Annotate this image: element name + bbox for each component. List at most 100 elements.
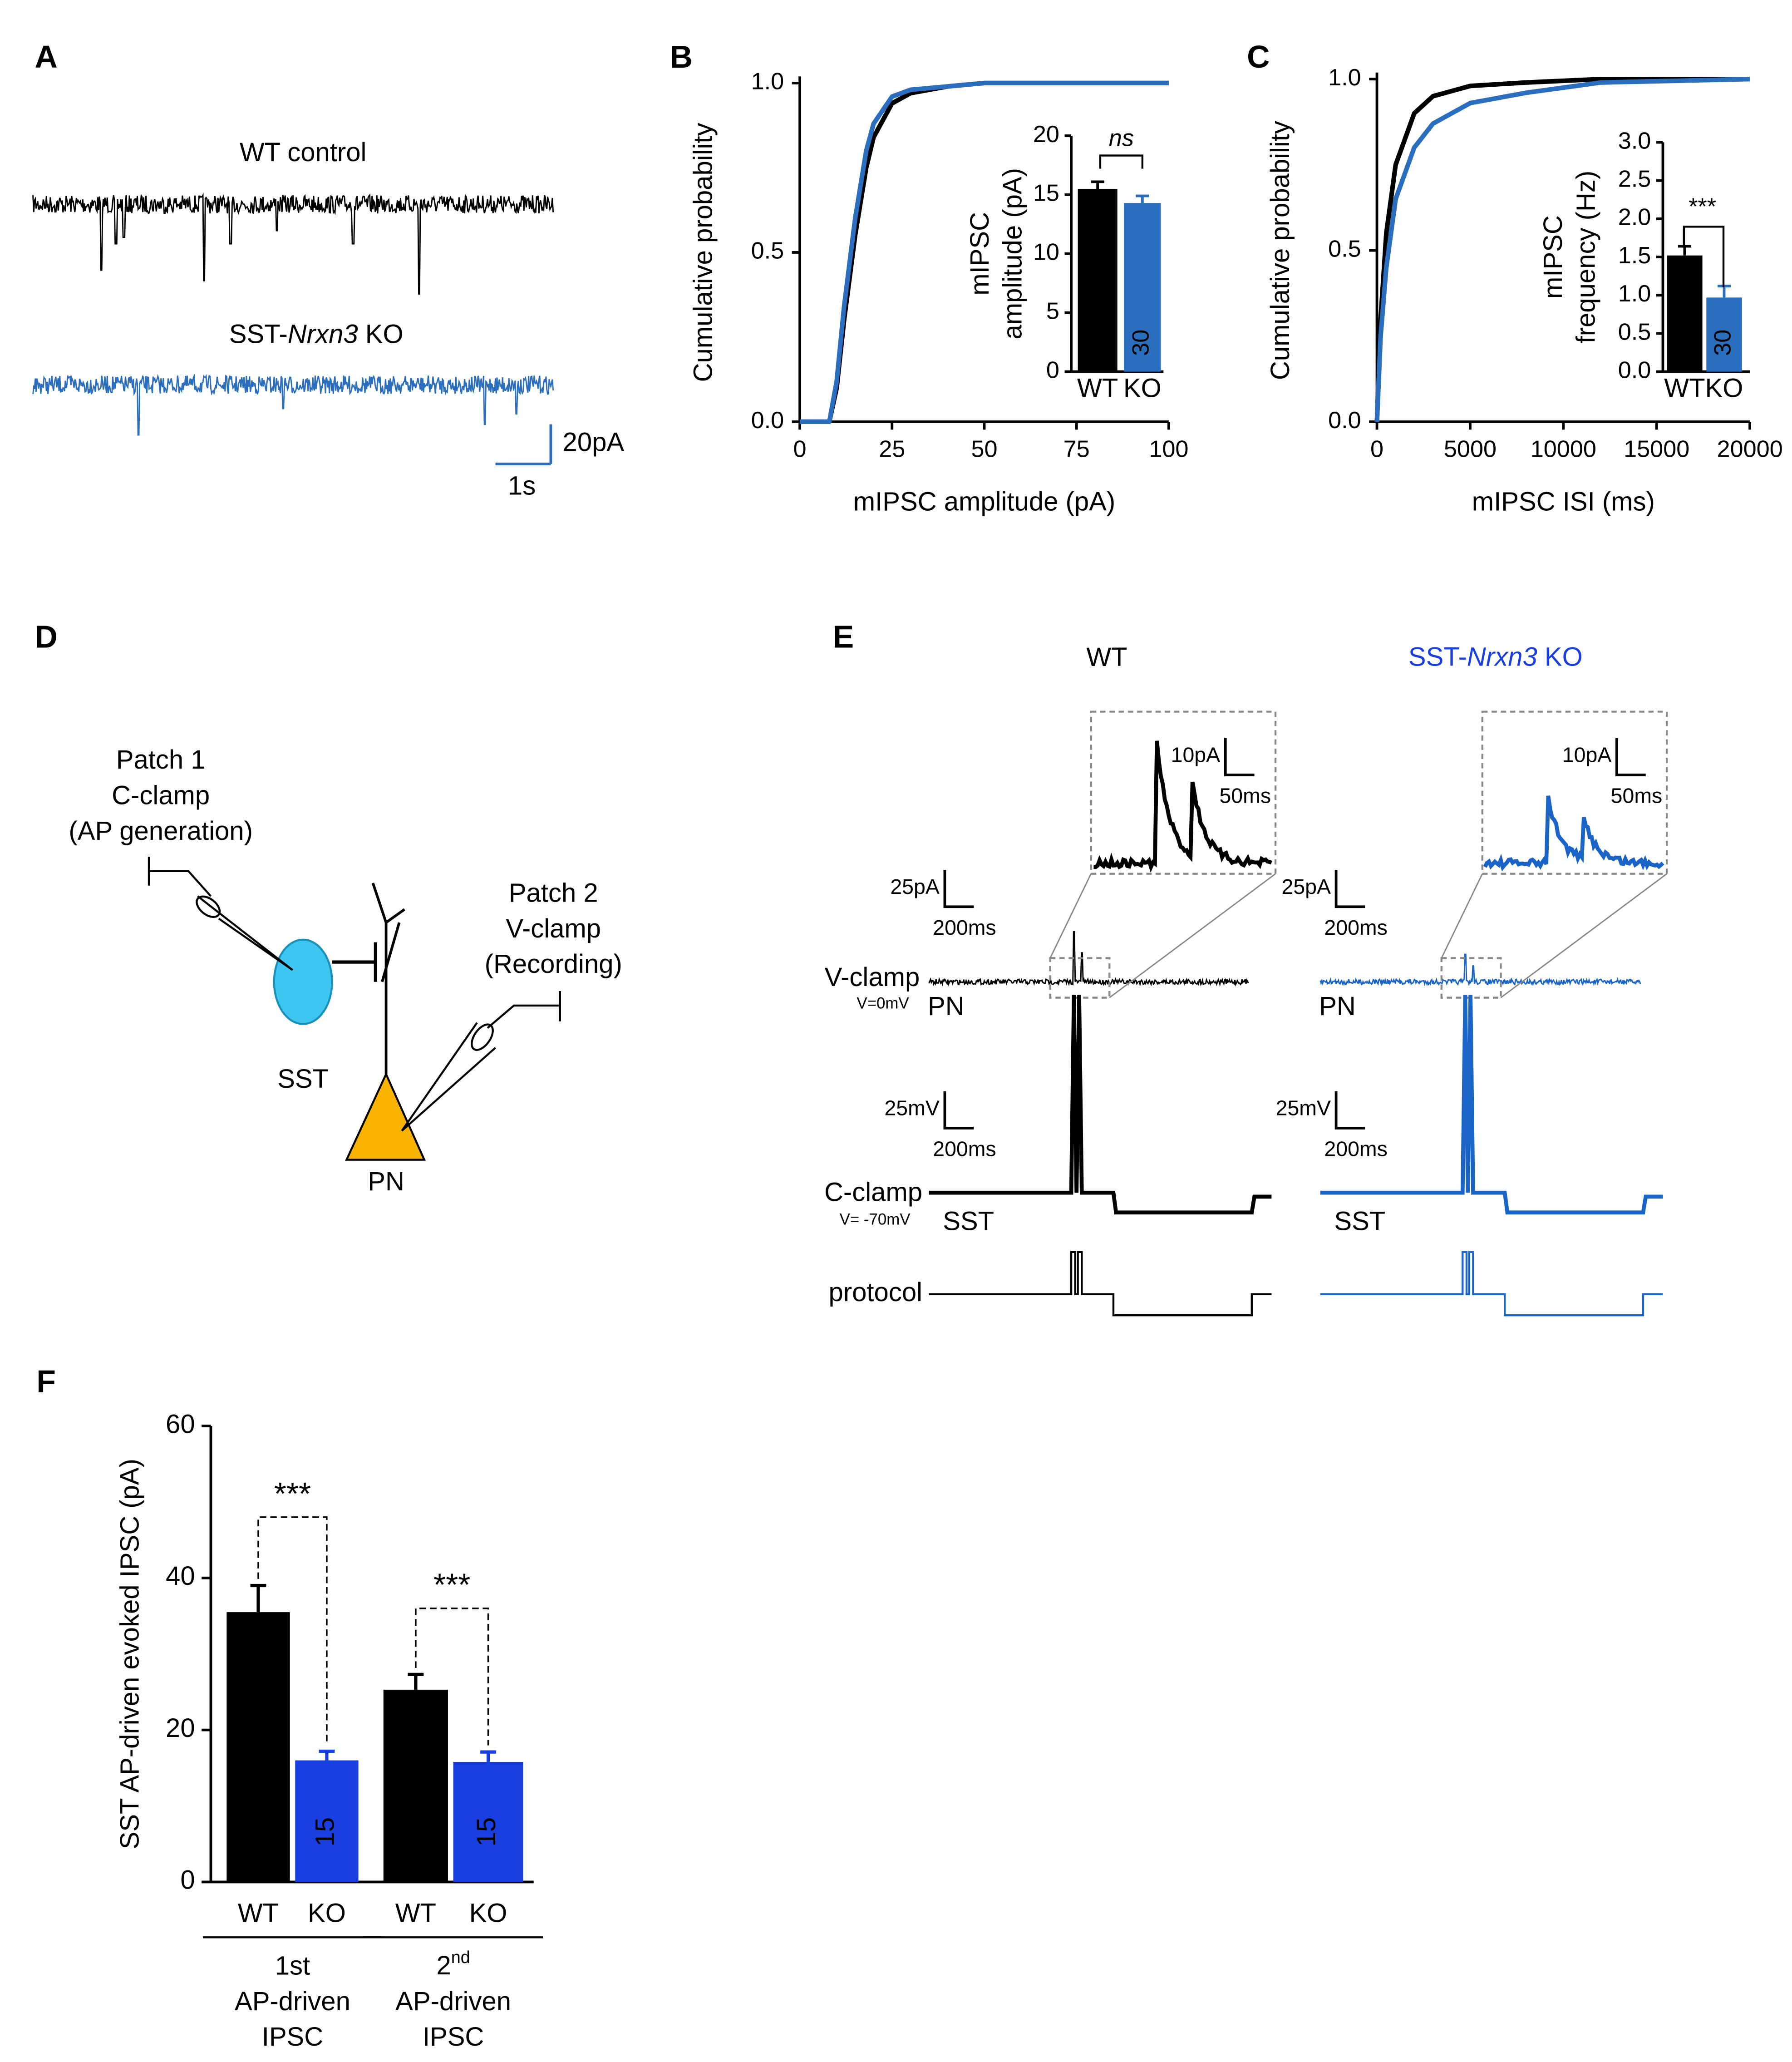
x-tick-label: 0: [1370, 436, 1383, 463]
scale-label: 200ms: [1324, 916, 1387, 939]
zoom-box: [1440, 957, 1502, 999]
scale-label: 200ms: [1324, 1137, 1387, 1161]
y-axis-label: frequency (Hz): [1571, 171, 1600, 344]
trace-title: SST-Nrxn3 KO: [229, 320, 404, 349]
annotation: ns: [1109, 125, 1134, 152]
bar: [295, 1760, 359, 1882]
n-label: 10: [241, 1817, 271, 1847]
y-tick-label: 0.0: [751, 407, 784, 434]
x-tick-label: 0: [793, 436, 807, 463]
group-label: 1st: [275, 1951, 310, 1980]
group-label: 2nd: [436, 1948, 470, 1981]
bar: [1667, 255, 1703, 372]
y-tick-label: 2.0: [1618, 204, 1651, 231]
x-tick-label: 15000: [1624, 436, 1689, 463]
y-tick-label: 0.5: [1328, 236, 1361, 262]
panel-label: A: [34, 39, 57, 74]
y-tick-label: 1.0: [751, 69, 784, 95]
n-label: 15: [310, 1817, 340, 1847]
panel-label: E: [833, 619, 854, 654]
y-tick-label: 2.5: [1618, 166, 1651, 192]
n-label: 30: [1670, 330, 1696, 356]
trace-label: V= -70mV: [840, 1210, 911, 1228]
bar: [383, 1689, 448, 1882]
x-tick-label: 20000: [1717, 436, 1782, 463]
x-tick-label: 10000: [1531, 436, 1596, 463]
x-axis-label: mIPSC amplitude (pA): [853, 487, 1115, 516]
trace-title-part: Nrxn3: [288, 320, 358, 349]
y-tick-label: 1.5: [1618, 242, 1651, 269]
x-tick-label: KO: [1123, 374, 1162, 403]
x-axis-label: mIPSC ISI (ms): [1472, 487, 1655, 516]
diagram-label: SST: [277, 1064, 329, 1094]
vclamp-trace: [1319, 953, 1641, 987]
cdf-line: [800, 80, 1169, 424]
y-axis-label: Cumulative probability: [688, 123, 718, 382]
cclamp-trace: [929, 995, 1272, 1215]
column-title-part: KO: [1537, 642, 1583, 672]
trace-title-part: SST-: [229, 320, 288, 349]
y-tick-label: 3.0: [1618, 128, 1651, 154]
trace-title: WT control: [240, 138, 367, 167]
y-axis-label: mIPSC: [1538, 215, 1568, 299]
scale-label: 200ms: [933, 1137, 996, 1161]
column-title: WT: [1086, 642, 1127, 672]
trace-label: PN: [1319, 992, 1356, 1021]
x-tick-label: KO: [469, 1898, 507, 1928]
cclamp-trace: [1320, 995, 1663, 1215]
panel-label: D: [34, 619, 57, 654]
zoom-line: [1109, 873, 1276, 998]
scale-label: 10pA: [1171, 743, 1220, 767]
x-tick-label: 5000: [1444, 436, 1497, 463]
bar: [1078, 188, 1118, 372]
y-tick-label: 20: [166, 1713, 195, 1743]
x-tick-label: WT: [395, 1898, 436, 1928]
bracket: [257, 1516, 328, 1745]
x-tick-label: 100: [1149, 436, 1188, 463]
x-tick-label: 50: [971, 436, 997, 463]
panel-label: C: [1247, 39, 1270, 74]
y-axis-label: SST AP-driven evoked IPSC (pA): [115, 1459, 145, 1849]
trace-title-part: KO: [358, 320, 404, 349]
x-tick-label: 25: [879, 436, 905, 463]
bracket: [1099, 154, 1144, 169]
panel-label: B: [670, 39, 693, 74]
column-title-part: SST-: [1408, 642, 1467, 672]
annotation: ***: [1689, 193, 1716, 220]
scale-label: 25mV: [1276, 1096, 1331, 1120]
inset-trace: [1093, 740, 1272, 873]
scale-label: 50ms: [1611, 784, 1663, 808]
y-tick-label: 10: [1033, 239, 1059, 266]
n-label: 30: [1709, 330, 1736, 356]
pipette-1-end: [196, 895, 221, 918]
bar: [1124, 203, 1161, 372]
y-tick-label: 1.0: [1618, 281, 1651, 307]
scale-bar: [943, 1091, 974, 1130]
scale-bar: [943, 869, 974, 908]
panel-label: F: [36, 1364, 56, 1399]
x-tick-label: WT: [1077, 374, 1118, 403]
y-tick-label: 0.0: [1328, 407, 1361, 434]
scale-label: 1s: [508, 471, 536, 500]
trace-label: V=0mV: [857, 994, 909, 1012]
diagram-label: (Recording): [485, 949, 622, 979]
diagram-label: C-clamp: [112, 781, 210, 810]
y-tick-label: 0.5: [1618, 319, 1651, 345]
bar: [226, 1612, 290, 1882]
scale-bar: [1615, 738, 1646, 776]
scale-label: 25pA: [890, 875, 939, 898]
group-label-part: 2: [436, 1951, 451, 1980]
diagram-label: Patch 2: [509, 878, 598, 908]
sst-cell: [273, 938, 333, 1025]
n-label: 30: [1083, 330, 1109, 356]
pipette-2: [401, 991, 561, 1132]
trace-label: SST: [1334, 1206, 1385, 1236]
y-tick-label: 5: [1046, 298, 1059, 325]
y-tick-label: 0: [180, 1865, 195, 1895]
column-title: SST-Nrxn3 KO: [1408, 642, 1583, 672]
x-tick-label: KO: [1705, 374, 1743, 403]
diagram-label: V-clamp: [506, 914, 601, 943]
group-label: AP-driven: [395, 1987, 511, 2016]
zoom-line: [1500, 873, 1668, 998]
